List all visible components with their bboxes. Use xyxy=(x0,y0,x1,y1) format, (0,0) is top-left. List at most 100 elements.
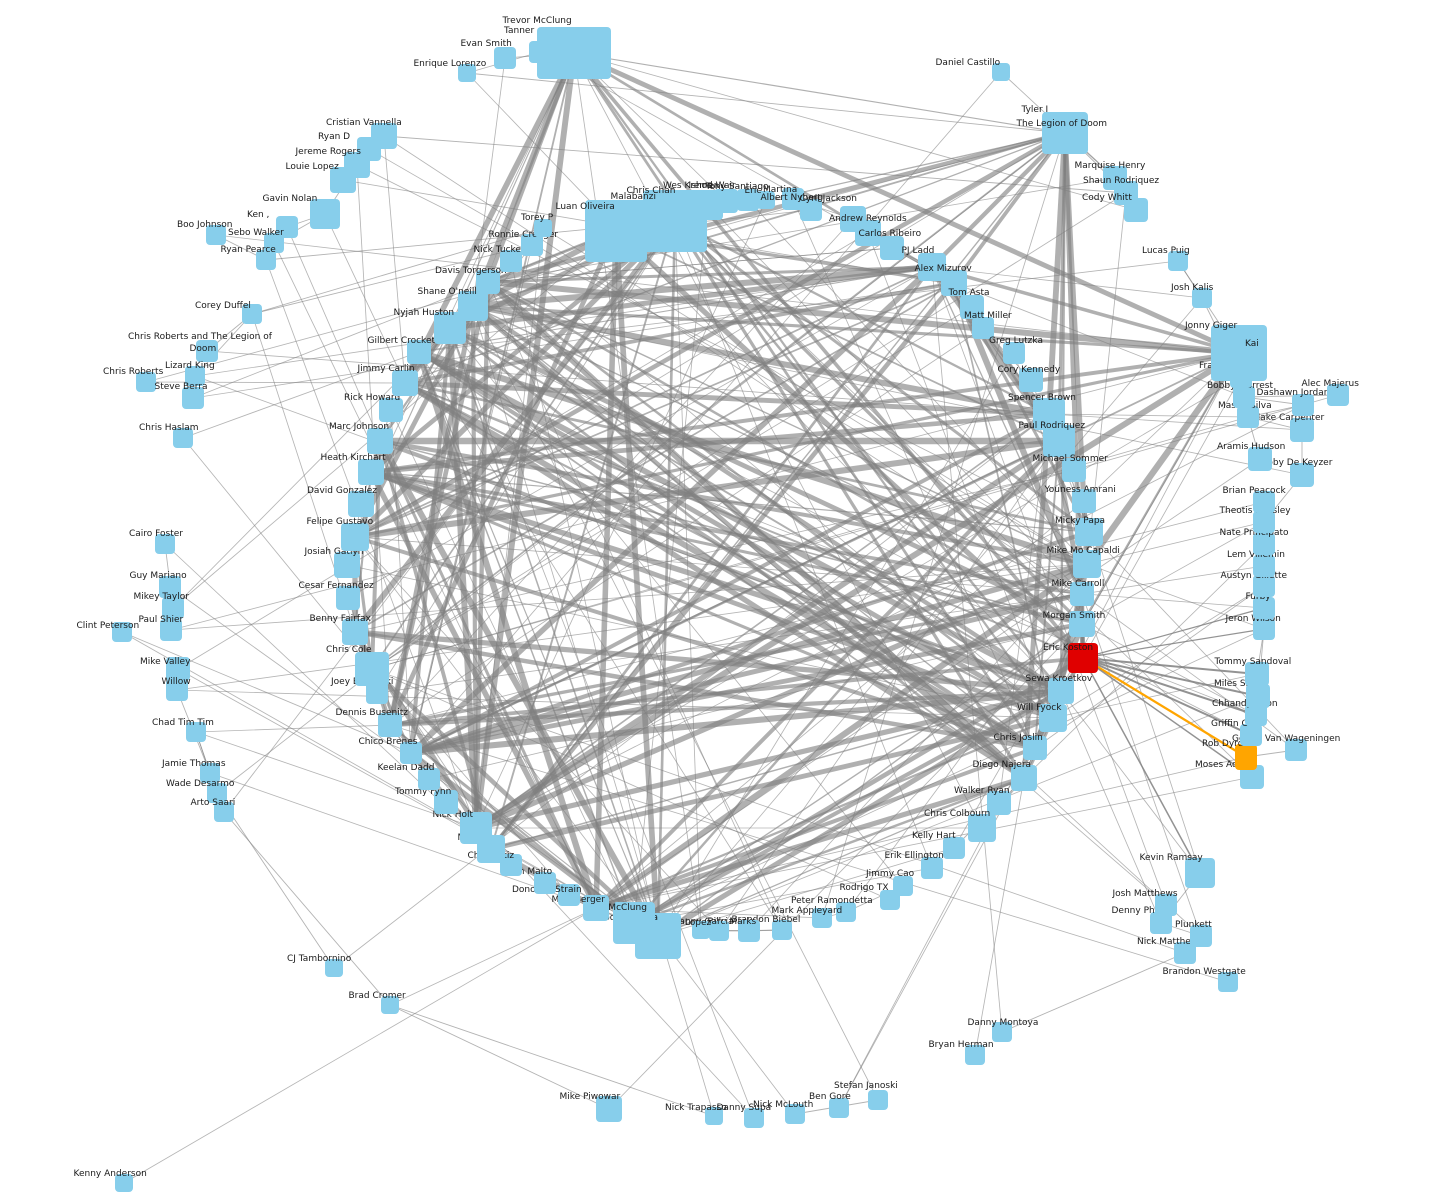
graph-node[interactable] xyxy=(264,233,284,253)
graph-node[interactable] xyxy=(1070,582,1094,606)
graph-node[interactable] xyxy=(434,790,458,814)
graph-node[interactable] xyxy=(407,340,431,364)
graph-node[interactable] xyxy=(709,921,729,941)
graph-node[interactable] xyxy=(1285,739,1307,761)
graph-node[interactable] xyxy=(160,619,182,641)
graph-node[interactable] xyxy=(992,63,1010,81)
graph-node[interactable] xyxy=(166,679,188,701)
graph-node[interactable] xyxy=(772,920,792,940)
graph-node[interactable] xyxy=(460,812,492,844)
graph-node[interactable] xyxy=(714,189,738,213)
graph-node[interactable] xyxy=(1190,925,1212,947)
graph-node[interactable] xyxy=(1253,555,1275,577)
graph-node[interactable] xyxy=(1150,912,1172,934)
graph-node[interactable] xyxy=(737,189,759,211)
graph-node[interactable] xyxy=(521,234,543,256)
graph-node[interactable] xyxy=(1042,112,1088,154)
graph-node[interactable] xyxy=(1246,684,1270,708)
graph-node[interactable] xyxy=(534,872,556,894)
graph-node[interactable] xyxy=(379,398,403,422)
graph-node[interactable] xyxy=(310,199,340,229)
graph-node[interactable] xyxy=(1253,575,1275,597)
graph-node[interactable] xyxy=(185,366,205,386)
graph-node[interactable] xyxy=(1245,662,1269,686)
graph-node[interactable] xyxy=(1039,704,1067,732)
graph-node[interactable] xyxy=(276,216,298,238)
graph-node[interactable] xyxy=(782,188,804,210)
graph-node[interactable] xyxy=(115,1174,133,1192)
graph-node[interactable] xyxy=(334,552,360,578)
graph-node[interactable] xyxy=(173,428,193,448)
graph-node[interactable] xyxy=(1048,678,1074,704)
graph-node[interactable] xyxy=(1192,288,1212,308)
graph-node[interactable] xyxy=(418,768,440,790)
graph-node[interactable] xyxy=(162,597,184,619)
graph-node[interactable] xyxy=(458,64,476,82)
graph-node[interactable] xyxy=(1003,342,1025,364)
graph-node[interactable] xyxy=(200,763,220,783)
graph-node[interactable] xyxy=(1155,894,1177,916)
graph-node[interactable] xyxy=(1253,491,1275,513)
graph-node[interactable] xyxy=(534,219,552,237)
graph-node[interactable] xyxy=(214,802,234,822)
graph-node[interactable] xyxy=(1237,406,1259,428)
graph-node[interactable] xyxy=(1043,425,1075,457)
graph-node[interactable] xyxy=(1072,489,1096,513)
graph-node[interactable] xyxy=(943,837,965,859)
graph-node[interactable] xyxy=(166,657,190,681)
graph-node[interactable] xyxy=(400,742,422,764)
graph-node[interactable] xyxy=(785,1104,805,1124)
graph-node[interactable] xyxy=(987,791,1011,815)
graph-node[interactable] xyxy=(1253,511,1275,533)
graph-node[interactable] xyxy=(358,459,384,485)
graph-node[interactable] xyxy=(476,270,500,294)
graph-node[interactable] xyxy=(1327,384,1349,406)
graph-node[interactable] xyxy=(1075,518,1103,546)
graph-node[interactable] xyxy=(968,814,996,842)
graph-node[interactable] xyxy=(366,682,388,704)
graph-node[interactable] xyxy=(1253,597,1275,619)
graph-node[interactable] xyxy=(336,586,360,610)
graph-node[interactable] xyxy=(155,534,175,554)
graph-node[interactable] xyxy=(1073,550,1101,578)
graph-node[interactable] xyxy=(256,250,276,270)
graph-node[interactable] xyxy=(1174,942,1196,964)
graph-node[interactable] xyxy=(868,1090,888,1110)
graph-node[interactable] xyxy=(242,304,262,324)
graph-node[interactable] xyxy=(880,890,900,910)
graph-node[interactable] xyxy=(1248,447,1272,471)
graph-node[interactable] xyxy=(196,340,218,362)
graph-node[interactable] xyxy=(705,1107,723,1125)
graph-node[interactable] xyxy=(1253,618,1275,640)
graph-node[interactable] xyxy=(1023,736,1047,760)
graph-node[interactable] xyxy=(1011,765,1037,791)
graph-node[interactable] xyxy=(960,295,984,319)
graph-node[interactable] xyxy=(880,236,904,260)
graph-node[interactable] xyxy=(207,783,227,803)
graph-node[interactable] xyxy=(529,41,551,63)
graph-node[interactable] xyxy=(381,996,399,1014)
graph-node[interactable] xyxy=(596,1096,622,1122)
graph-node[interactable] xyxy=(1168,251,1188,271)
graph-node[interactable] xyxy=(1253,533,1275,555)
graph-node[interactable] xyxy=(378,713,402,737)
graph-node[interactable] xyxy=(1290,418,1314,442)
graph-node[interactable] xyxy=(1019,368,1043,392)
graph-node[interactable] xyxy=(325,959,343,977)
graph-node[interactable] xyxy=(136,372,156,392)
graph-node[interactable] xyxy=(367,428,393,454)
graph-node[interactable] xyxy=(1233,386,1255,408)
graph-node[interactable] xyxy=(341,523,369,551)
graph-node[interactable] xyxy=(1069,611,1095,637)
graph-node[interactable] xyxy=(159,576,181,598)
graph-node[interactable] xyxy=(1068,643,1098,673)
graph-node[interactable] xyxy=(800,199,822,221)
graph-node[interactable] xyxy=(330,167,356,193)
graph-node[interactable] xyxy=(585,200,647,262)
graph-node[interactable] xyxy=(836,902,856,922)
graph-node[interactable] xyxy=(1292,394,1314,416)
graph-node[interactable] xyxy=(1218,972,1238,992)
graph-node[interactable] xyxy=(921,857,943,879)
graph-node[interactable] xyxy=(186,722,206,742)
